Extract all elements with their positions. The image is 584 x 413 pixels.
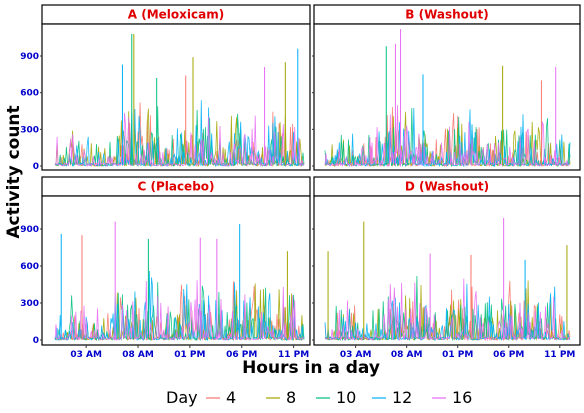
y-tick-label: 900 [20,52,39,62]
x-tick-label: 08 AM [122,350,154,360]
y-tick-label: 0 [33,162,39,172]
x-tick-label: 03 AM [340,350,372,360]
legend-label-12: 12 [392,388,412,407]
panel-a-title: A (Meloxicam) [128,8,224,22]
legend: Day 4 8 10 12 16 [166,388,472,407]
y-axis-title: Activity count [4,105,24,238]
y-tick-label: 0 [33,336,39,346]
x-tick-label: 11 PM [544,350,575,360]
series-trace-day-16 [324,105,571,168]
x-tick-label: 08 AM [391,350,423,360]
series-trace-day-12 [54,100,305,168]
x-axis-ticks: 03 AM 08 AM 01 PM 06 PM 11 PM 03 AM 08 AM 01 PM… [70,345,575,360]
series-trace-day-16 [54,280,305,342]
x-tick-label: 06 PM [226,350,257,360]
panel-b: B (Washout) [313,4,581,171]
series-trace-day-8 [324,111,571,168]
legend-title: Day [166,388,198,407]
y-tick-label: 300 [20,125,39,135]
y-axis-ticks: 0 300 600 900 0 300 600 900 [20,52,314,346]
series-trace-day-16 [54,112,305,168]
x-tick-label: 06 PM [493,350,524,360]
panel-d: D (Washout) [313,176,581,346]
y-tick-label: 300 [20,299,39,309]
series-trace-day-12 [324,107,571,168]
panel-d-title: D (Washout) [405,180,489,194]
panel-b-traces [324,29,571,168]
y-tick-label: 600 [20,89,39,99]
x-tick-label: 01 PM [174,350,205,360]
x-tick-label: 01 PM [442,350,473,360]
panel-a-traces [54,34,305,168]
x-tick-label: 11 PM [278,350,309,360]
legend-label-10: 10 [336,388,356,407]
x-tick-label: 03 AM [70,350,102,360]
legend-label-4: 4 [226,388,236,407]
legend-label-16: 16 [452,388,472,407]
panel-a-frame [41,23,311,171]
x-axis-title: Hours in a day [242,358,380,378]
panel-c: C (Placebo) [41,176,311,346]
panel-c-title: C (Placebo) [137,180,214,194]
y-tick-label: 900 [20,225,39,235]
panel-a: A (Meloxicam) [41,4,311,171]
panel-c-traces [54,221,305,342]
panel-b-title: B (Washout) [405,8,488,22]
y-tick-label: 600 [20,262,39,272]
series-trace-day-16 [324,278,571,342]
legend-label-8: 8 [286,388,296,407]
panel-d-traces [324,217,571,342]
